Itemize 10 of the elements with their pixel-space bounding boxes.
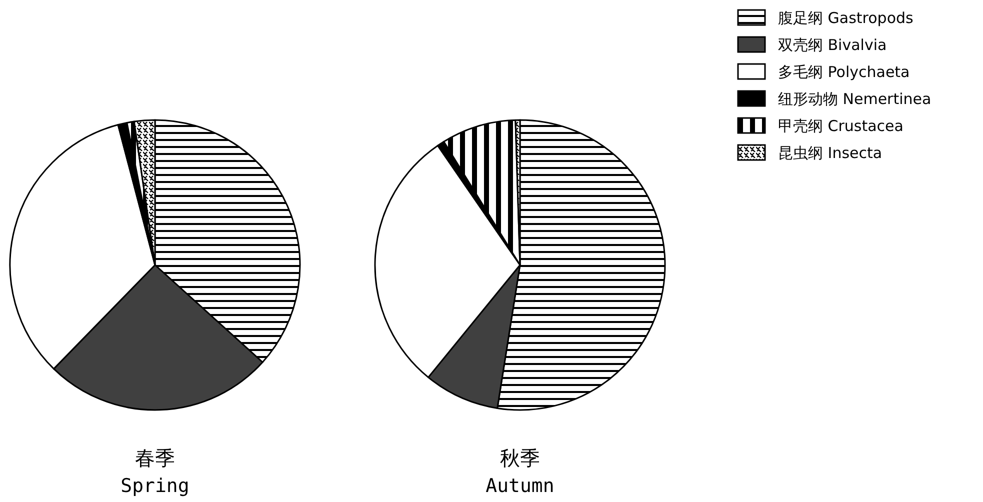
- text: Spring: [120, 475, 190, 497]
- text: 秋季: [500, 446, 540, 470]
- legend-label: 腹足纲 Gastropods: [778, 9, 914, 27]
- text: Autumn: [486, 475, 554, 497]
- legend-label: 多毛纲 Polychaeta: [778, 63, 910, 81]
- legend-label: 纽形动物 Nemertinea: [778, 90, 932, 108]
- legend-label: 甲壳纲 Crustacea: [778, 117, 904, 135]
- legend-label: 双壳纲 Bivalvia: [778, 36, 887, 54]
- legend-label: 昆虫纲 Insecta: [778, 144, 882, 162]
- text: 春季: [135, 446, 175, 470]
